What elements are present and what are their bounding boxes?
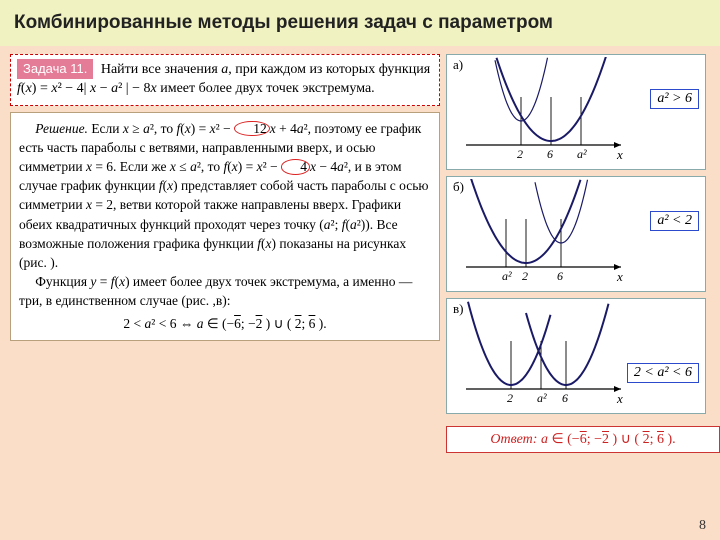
svg-text:2: 2 bbox=[517, 147, 523, 161]
svg-text:x: x bbox=[616, 391, 623, 406]
content-row: Задача 11. Найти все значения a, при каж… bbox=[0, 54, 720, 453]
chart-b: б) x a² 2 6 a² < 2 bbox=[446, 176, 706, 292]
solution-p2: Функция y = f(x) имеет более двух точек … bbox=[19, 272, 431, 310]
answer-box: Ответ: a ∈ (−6; −2 ) ∪ ( 2; 6 ). bbox=[446, 426, 720, 453]
chart-c: в) x 2 a² 6 2 < a² < 6 bbox=[446, 298, 706, 414]
chart-c-svg: x 2 a² 6 bbox=[451, 301, 631, 409]
chart-c-condition: 2 < a² < 6 bbox=[627, 363, 699, 383]
chart-a-svg: x 2 6 a² bbox=[451, 57, 631, 165]
svg-text:a²: a² bbox=[577, 147, 587, 161]
solution-box: Решение. Если x ≥ a², то f(x) = x² − 12x… bbox=[10, 112, 440, 341]
chart-b-svg: x a² 2 6 bbox=[451, 179, 631, 287]
chart-a-condition: a² > 6 bbox=[650, 89, 699, 109]
svg-text:2: 2 bbox=[507, 391, 513, 405]
chart-c-label: в) bbox=[453, 301, 463, 317]
solution-formula: 2 < a² < 6 ⇔ a ∈ (−6; −2 ) ∪ ( 2; 6 ). bbox=[19, 314, 431, 333]
left-column: Задача 11. Найти все значения a, при каж… bbox=[10, 54, 440, 453]
svg-text:6: 6 bbox=[547, 147, 553, 161]
svg-text:6: 6 bbox=[557, 269, 563, 283]
page-number: 8 bbox=[699, 518, 706, 534]
svg-text:2: 2 bbox=[522, 269, 528, 283]
svg-text:x: x bbox=[616, 269, 623, 284]
svg-text:a²: a² bbox=[502, 269, 512, 283]
page-title: Комбинированные методы решения задач с п… bbox=[0, 0, 720, 46]
chart-a-label: а) bbox=[453, 57, 463, 73]
svg-text:6: 6 bbox=[562, 391, 568, 405]
svg-text:a²: a² bbox=[537, 391, 547, 405]
problem-box: Задача 11. Найти все значения a, при каж… bbox=[10, 54, 440, 106]
svg-text:x: x bbox=[616, 147, 623, 162]
solution-p1: Решение. Если x ≥ a², то f(x) = x² − 12x… bbox=[19, 119, 431, 272]
chart-b-condition: a² < 2 bbox=[650, 211, 699, 231]
chart-b-label: б) bbox=[453, 179, 464, 195]
problem-badge: Задача 11. bbox=[17, 59, 93, 79]
chart-a: а) x 2 6 a² a² > 6 bbox=[446, 54, 706, 170]
right-column: а) x 2 6 a² a² > 6 б) x a² 2 6 a² < 2 в) x 2 a² 6… bbox=[446, 54, 706, 453]
